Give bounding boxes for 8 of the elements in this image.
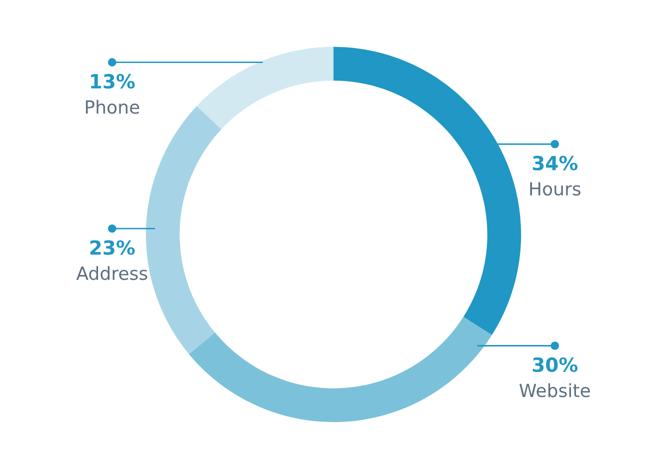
data-label: 13% <box>91 74 135 89</box>
data-label: 34% <box>532 156 578 170</box>
slice-label: Address <box>76 266 148 280</box>
slice-label: Website <box>519 383 590 398</box>
data-label: 23% <box>90 240 135 255</box>
data-label: 30% <box>532 357 578 372</box>
slice-label: Hours <box>530 182 580 196</box>
slice-label: Phone <box>86 100 140 114</box>
